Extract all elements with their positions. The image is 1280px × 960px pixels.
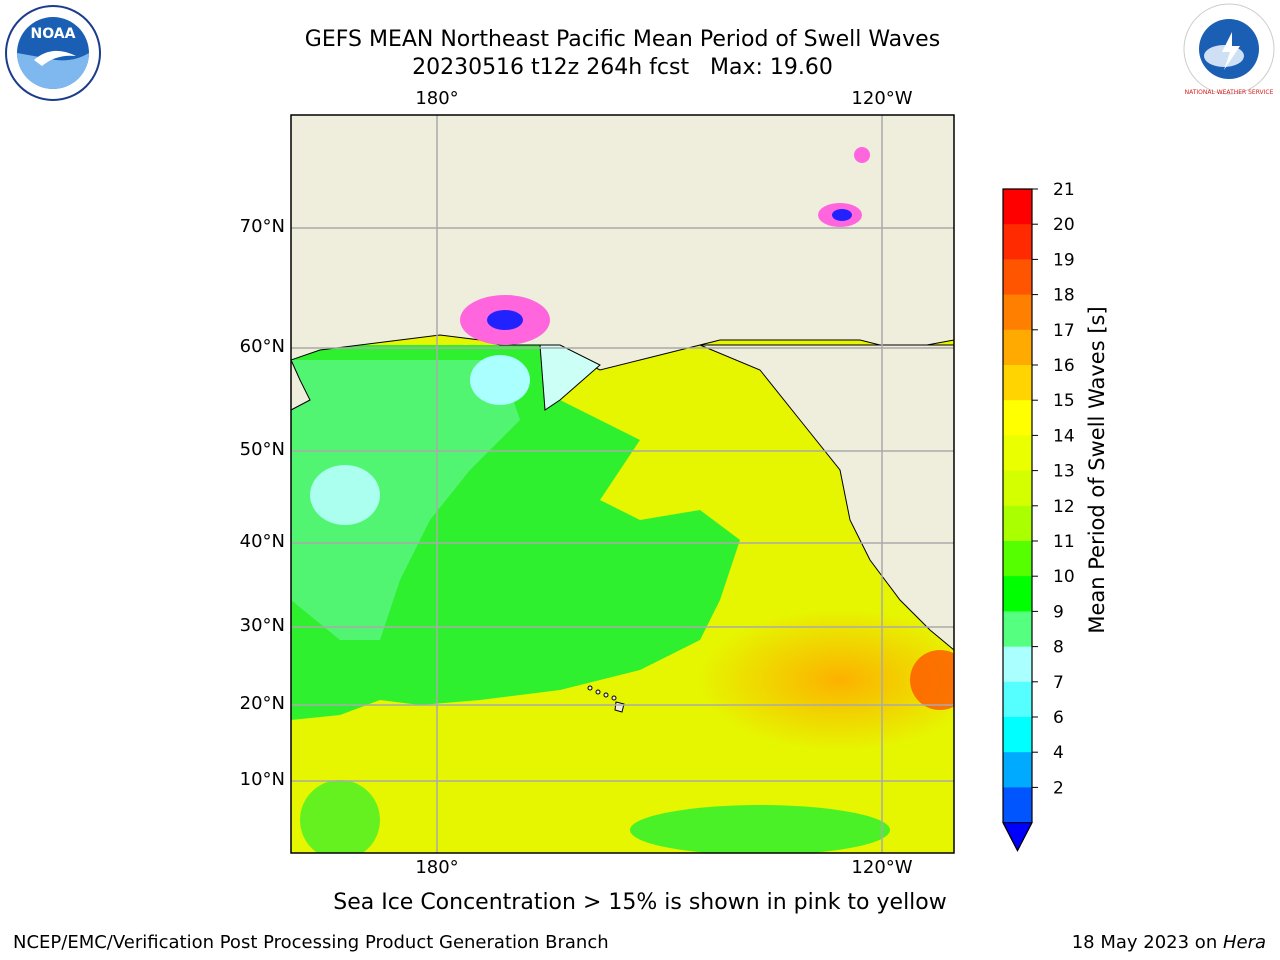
colorbar-tick-label: 15 bbox=[1053, 391, 1075, 411]
colorbar-label: Mean Period of Swell Waves [s] bbox=[1085, 306, 1109, 634]
colorbar-tick-label: 7 bbox=[1053, 673, 1064, 693]
swell-green-southwest bbox=[300, 780, 380, 853]
swell-lightgreen-region bbox=[291, 360, 520, 640]
colorbar-tick-label: 12 bbox=[1053, 497, 1075, 517]
nws-logo-text: NATIONAL WEATHER SERVICE bbox=[1185, 89, 1274, 96]
colorbar-tick-label: 4 bbox=[1053, 743, 1064, 763]
swell-orange-zone bbox=[700, 610, 954, 750]
colorbar-swatch bbox=[1003, 435, 1032, 472]
gridlines bbox=[291, 115, 954, 853]
lat-label-60n: 60°N bbox=[239, 336, 285, 357]
colorbar-tick-label: 13 bbox=[1053, 462, 1075, 482]
colorbar-tick-label: 11 bbox=[1053, 532, 1075, 552]
title-line-2: 20230516 t12z 264h fcst Max: 19.60 bbox=[412, 55, 833, 80]
sea-ice-core-bering bbox=[487, 310, 523, 330]
colorbar-swatch bbox=[1003, 681, 1032, 718]
colorbar-swatch bbox=[1003, 224, 1032, 260]
colorbar-swatch bbox=[1003, 576, 1032, 612]
colorbar-swatch bbox=[1003, 400, 1032, 436]
chart-title: GEFS MEAN Northeast Pacific Mean Period … bbox=[240, 26, 1005, 82]
colorbar-tick-label: 21 bbox=[1053, 180, 1075, 200]
lon-label-top-180: 180° bbox=[415, 88, 459, 109]
footer-machine: Hera bbox=[1222, 932, 1266, 953]
nws-logo: NATIONAL WEATHER SERVICE bbox=[1183, 3, 1275, 96]
colorbar-swatch bbox=[1003, 189, 1032, 225]
colorbar-swatch bbox=[1003, 505, 1032, 542]
map-frame bbox=[290, 114, 955, 854]
colorbar-extend-arrow bbox=[1002, 822, 1033, 852]
land-kamchatka bbox=[291, 359, 311, 411]
map-panel bbox=[291, 115, 954, 853]
footer-credit: NCEP/EMC/Verification Post Processing Pr… bbox=[13, 932, 609, 953]
colorbar: 21 20 19 18 17 16 15 14 13 12 11 10 9 8 7 6 4 2 bbox=[1002, 180, 1075, 852]
colorbar-frame bbox=[1002, 188, 1033, 852]
colorbar-tick-label: 14 bbox=[1053, 426, 1075, 446]
lon-label-bottom-180: 180° bbox=[415, 857, 459, 878]
swell-cyan-patch-bering bbox=[470, 355, 530, 405]
colorbar-swatch bbox=[1003, 470, 1032, 507]
colorbar-tick-label: 16 bbox=[1053, 356, 1075, 376]
colorbar-swatch bbox=[1003, 752, 1032, 788]
sea-ice-arctic bbox=[854, 147, 870, 163]
lat-label-70n: 70°N bbox=[239, 216, 285, 237]
colorbar-swatch bbox=[1003, 365, 1032, 401]
colorbar-swatch bbox=[1003, 787, 1032, 824]
lat-label-40n: 40°N bbox=[239, 531, 285, 552]
bristol-bay bbox=[539, 344, 601, 411]
colorbar-tick-label: 2 bbox=[1053, 778, 1064, 798]
sea-ice-caption: Sea Ice Concentration > 15% is shown in … bbox=[333, 890, 947, 915]
noaa-logo-text: NOAA bbox=[31, 26, 76, 42]
colorbar-swatch bbox=[1003, 541, 1032, 577]
lon-label-top-120w: 120°W bbox=[851, 88, 913, 109]
colorbar-tick-label: 6 bbox=[1053, 708, 1064, 728]
colorbar-tick-label: 19 bbox=[1053, 250, 1075, 270]
sea-ice-core-beaufort bbox=[832, 209, 852, 221]
lat-label-30n: 30°N bbox=[239, 615, 285, 636]
colorbar-tick-label: 9 bbox=[1053, 602, 1064, 622]
colorbar-swatch bbox=[1003, 717, 1032, 753]
lat-label-50n: 50°N bbox=[239, 439, 285, 460]
swell-green-south bbox=[630, 805, 890, 853]
colorbar-tick-label: 8 bbox=[1053, 638, 1064, 658]
colorbar-swatch bbox=[1003, 294, 1032, 331]
footer-date-text: 18 May 2023 on bbox=[1071, 932, 1223, 953]
land-north-america bbox=[699, 344, 954, 651]
footer-date: 18 May 2023 on Hera bbox=[1072, 932, 1266, 953]
title-line-1: GEFS MEAN Northeast Pacific Mean Period … bbox=[304, 27, 941, 52]
lat-label-20n: 20°N bbox=[239, 693, 285, 714]
colorbar-swatch bbox=[1003, 329, 1032, 366]
colorbar-swatch bbox=[1003, 611, 1032, 648]
lon-label-bottom-120w: 120°W bbox=[851, 857, 913, 878]
colorbar-tick-label: 20 bbox=[1053, 215, 1075, 235]
swell-red-zone bbox=[910, 650, 954, 710]
colorbar-tick-label: 18 bbox=[1053, 286, 1075, 306]
colorbar-swatch bbox=[1003, 259, 1032, 296]
swell-cyan-patch-west bbox=[310, 465, 380, 525]
colorbar-swatch bbox=[1003, 646, 1032, 683]
colorbar-tick-label: 10 bbox=[1053, 567, 1075, 587]
lat-label-10n: 10°N bbox=[239, 769, 285, 790]
colorbar-tick-label: 17 bbox=[1053, 321, 1075, 341]
noaa-logo: NOAA bbox=[5, 5, 101, 101]
